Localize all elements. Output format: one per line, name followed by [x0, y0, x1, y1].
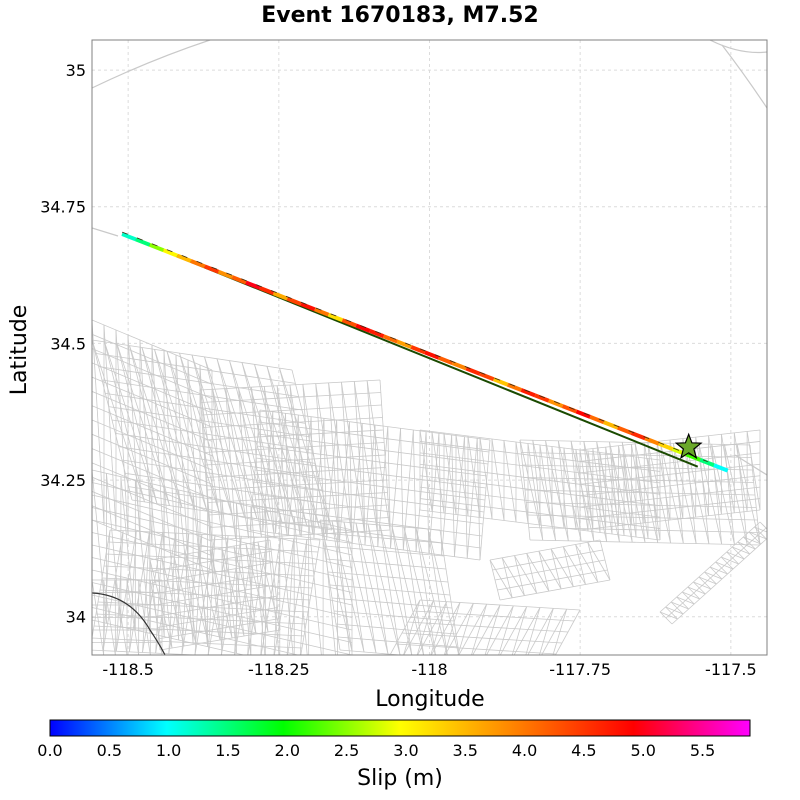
rupture-slip-segment: [658, 441, 674, 452]
fault-line: [721, 44, 767, 109]
fault-line: [92, 227, 119, 237]
rupture-slip-segment: [603, 420, 619, 430]
rupture-slip-segment: [231, 275, 247, 285]
y-axis-ticks: 34 34.25 34.5 34.75 35: [40, 61, 86, 627]
colorbar-tick-label: 2.0: [275, 741, 300, 760]
plot-area: [91, 39, 768, 656]
rupture-slip-segment: [135, 237, 151, 247]
colorbar: 0.0 0.5 1.0 1.5 2.0 2.5 3.0 3.5 4.0 4.5 5.0 5.5 Sli…: [37, 719, 751, 791]
colorbar-tick-label: 4.5: [571, 741, 596, 760]
x-tick-label: -118.5: [102, 660, 154, 679]
fault-mesh-patch: [249, 409, 491, 561]
colorbar-tick-label: 0.5: [97, 741, 122, 760]
x-tick-label: -117.5: [705, 660, 757, 679]
rupture-slip-segment: [162, 248, 178, 258]
rupture-slip-segment: [561, 404, 578, 414]
rupture-slip-segment: [548, 398, 564, 409]
y-axis-label: Latitude: [7, 305, 32, 396]
rupture-slip-segment: [314, 307, 330, 317]
rupture-slip-segment: [410, 345, 426, 355]
rupture-slip-segment: [259, 285, 275, 296]
colorbar-tick-label: 4.0: [512, 741, 537, 760]
rupture-slip-segment: [699, 458, 715, 468]
rupture-slip-segment: [382, 334, 399, 344]
y-tick-label: 34.75: [40, 198, 86, 217]
x-axis-ticks: -118.5 -118.25 -118 -117.75 -117.5: [102, 660, 756, 679]
plot-frame: [91, 39, 768, 656]
fault-mesh-patch: [319, 519, 460, 655]
rupture-slip-segment: [286, 296, 302, 306]
rupture-slip-segment: [176, 253, 192, 263]
rupture-slip-segment: [437, 355, 454, 365]
colorbar-ticks: 0.0 0.5 1.0 1.5 2.0 2.5 3.0 3.5 4.0 4.5 5.0 5.5: [37, 741, 715, 760]
rupture-slip-segment: [616, 425, 633, 435]
grid-lines: [92, 40, 767, 655]
y-tick-label: 34: [66, 608, 86, 627]
colorbar-tick-label: 0.0: [37, 741, 62, 760]
y-tick-label: 34.25: [40, 471, 86, 490]
rupture-slip-segment: [493, 377, 509, 387]
rupture-slip-segment: [520, 388, 536, 398]
rupture-slip-segment: [355, 323, 371, 333]
rupture-slip-segment: [534, 393, 550, 403]
colorbar-tick-label: 1.5: [215, 741, 240, 760]
x-tick-label: -117.75: [549, 660, 611, 679]
colorbar-tick-label: 3.5: [453, 741, 478, 760]
y-tick-label: 35: [66, 61, 86, 80]
fault-line: [734, 454, 767, 476]
fault-mesh-patch: [659, 521, 767, 625]
rupture-slip-segment: [713, 463, 729, 473]
fault-line: [709, 40, 767, 54]
fault-mesh-patch: [389, 599, 581, 655]
rupture-slip-segment: [203, 264, 220, 274]
fault-mesh-patch: [92, 579, 163, 655]
colorbar-tick-label: 3.0: [393, 741, 418, 760]
y-tick-label: 34.5: [50, 334, 86, 353]
rupture-slip-segment: [465, 366, 481, 376]
hypocenter-marker: [674, 432, 703, 460]
rupture-slip-segment: [424, 350, 440, 360]
rupture-slip-segment: [396, 339, 412, 349]
star-icon: [674, 432, 703, 460]
colorbar-tick-label: 5.0: [630, 741, 655, 760]
fault-mesh-background: [92, 319, 767, 655]
rupture-slip-segment: [589, 415, 605, 425]
x-axis-label: Longitude: [375, 687, 484, 712]
rupture-slip-segment: [327, 312, 344, 322]
coastline-and-boundaries: [92, 40, 767, 655]
rupture-slip-segment: [148, 242, 165, 253]
rupture-slip-segment: [121, 232, 137, 242]
rupture-slip-segment: [451, 361, 467, 371]
colorbar-gradient: [49, 719, 751, 737]
rupture-slip-segment: [685, 452, 701, 462]
rupture-slip-segment: [341, 318, 357, 328]
fault-mesh-patch: [489, 539, 611, 601]
colorbar-label: Slip (m): [357, 766, 443, 791]
fault-line: [92, 40, 211, 89]
fault-mesh-patch: [579, 429, 761, 531]
x-tick-label: -118.25: [248, 660, 310, 679]
rupture-slip-segment: [300, 302, 316, 312]
colorbar-tick-label: 2.5: [334, 741, 359, 760]
colorbar-tick-label: 5.5: [690, 741, 715, 760]
rupture-trace: [121, 231, 729, 473]
fault-mesh-patch: [419, 429, 661, 541]
colorbar-tick-label: 1.0: [156, 741, 181, 760]
rupture-slip-segment: [369, 328, 385, 339]
rupture-slip-segment: [506, 382, 523, 392]
x-tick-label: -118: [411, 660, 447, 679]
rupture-slip-segment: [190, 259, 206, 269]
rupture-slip-segment: [630, 431, 646, 441]
chart-title: Event 1670183, M7.52: [261, 3, 538, 28]
rupture-slip-segment: [644, 436, 660, 446]
rupture-slip-segment: [217, 269, 233, 279]
coastline: [92, 592, 166, 655]
rupture-slip-segment: [272, 291, 289, 301]
rupture-slip-segment: [479, 372, 495, 382]
rupture-slip-segment: [575, 409, 591, 419]
rupture-slip-segment: [245, 280, 261, 290]
